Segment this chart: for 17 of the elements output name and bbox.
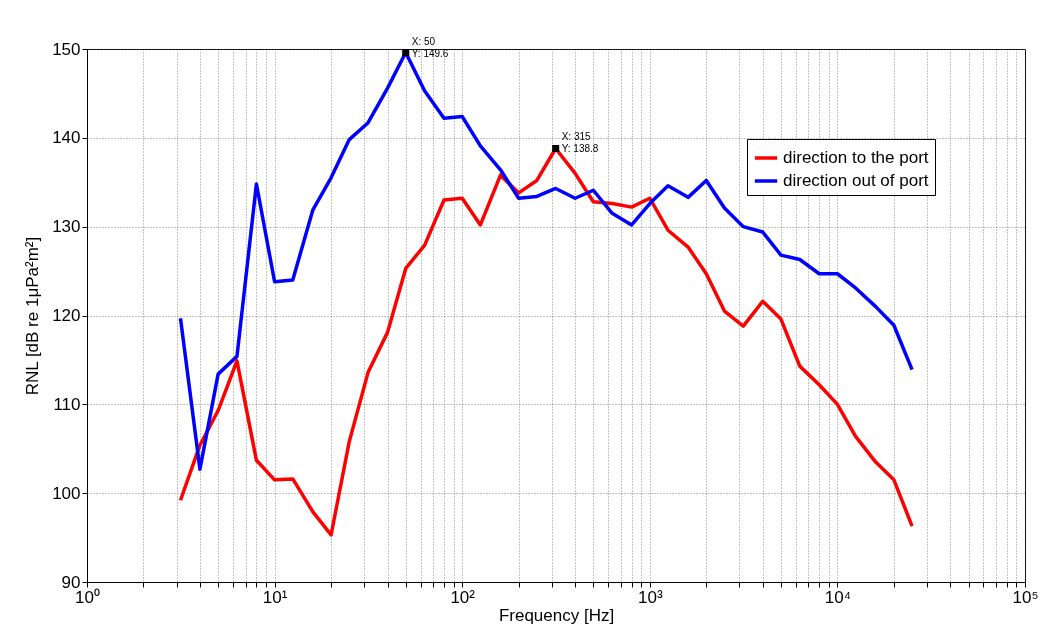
- y-tick-label: 120: [52, 306, 81, 325]
- legend-label: direction to the port: [783, 148, 929, 167]
- x-axis-title: Frequency [Hz]: [498, 605, 615, 625]
- y-tick-label: 150: [52, 39, 81, 59]
- x-tick-label: 10²: [450, 587, 476, 607]
- y-tick-label: 100: [52, 483, 81, 503]
- y-tick-label: 130: [52, 217, 81, 237]
- y-tick-label: 110: [53, 394, 81, 414]
- x-tick-label: 10¹: [262, 587, 288, 607]
- x-tick-label: 10⁴: [824, 587, 852, 607]
- annotation: X: 315 Y: 138.8: [561, 131, 599, 155]
- x-tick-label: 10³: [638, 587, 663, 607]
- y-tick-label: 140: [52, 128, 81, 148]
- y-axis-title: RNL [dB re 1μPa²m²]: [23, 236, 43, 396]
- legend-label: direction out of port: [783, 171, 929, 190]
- x-tick-label: 10⁵: [1012, 587, 1039, 607]
- annotation: X: 50 Y: 149.6: [411, 35, 449, 59]
